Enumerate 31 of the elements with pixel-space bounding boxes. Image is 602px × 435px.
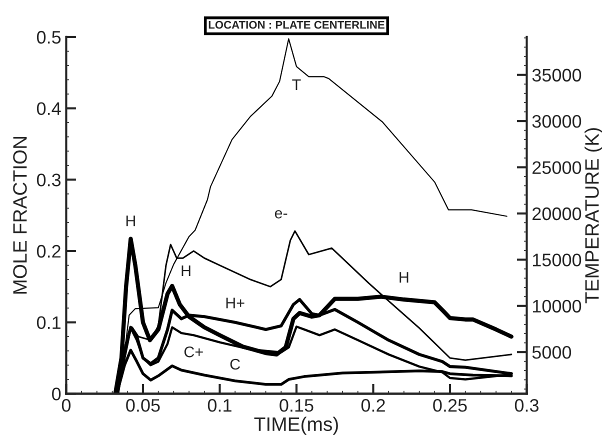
annotation: e-	[274, 210, 288, 218]
y-tick-label: 0.3	[36, 174, 61, 186]
x-tick-label: 0.3	[514, 399, 539, 412]
y2-tick-label: 35000	[532, 68, 582, 82]
annotation: H+	[226, 298, 244, 308]
y-tick-label: 0.1	[36, 316, 60, 330]
x-tick-label: 0.25	[433, 399, 467, 412]
y-tick-label: 0	[52, 388, 61, 400]
y-tick-label: 0.4	[36, 102, 61, 116]
annotation: C+	[184, 346, 203, 358]
series-label: T	[292, 79, 301, 90]
x-axis-title: TIME(ms)	[254, 416, 338, 435]
y-tick-label: 0.5	[36, 30, 61, 44]
annotation: C	[230, 358, 240, 370]
y2-tick-label: 15000	[532, 254, 582, 266]
x-tick-label: 0.05	[126, 399, 160, 412]
y2-tick-label: 30000	[532, 115, 582, 128]
x-tick-label: 0.1	[208, 399, 232, 412]
x-tick-label: 0	[62, 399, 71, 412]
y2-tick-label: 10000	[532, 300, 582, 313]
y-axis-title: MOLE FRACTION	[13, 136, 27, 294]
annotation: H	[126, 216, 135, 226]
y2-tick-label: 20000	[532, 207, 582, 220]
x-tick-label: 0.2	[361, 399, 385, 412]
annotation: H	[400, 272, 408, 283]
chart-title: LOCATION : PLATE CENTERLINE	[208, 20, 384, 29]
y2-tick-label: 25000	[532, 161, 582, 174]
x-tick-label: 0.15	[280, 399, 314, 412]
annotation: H	[182, 266, 190, 276]
y-tick-label: 0.2	[36, 244, 60, 258]
y2-tick-label: 5000	[532, 346, 572, 359]
